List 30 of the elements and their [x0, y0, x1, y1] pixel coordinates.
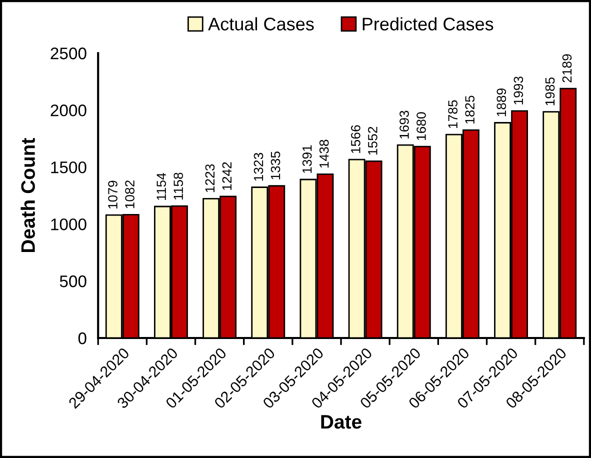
- y-tick-label: 1000: [51, 218, 86, 230]
- data-label: 1552: [368, 126, 378, 155]
- data-label: 1785: [448, 100, 458, 128]
- data-label: 1680: [416, 112, 426, 140]
- data-label: 1335: [270, 152, 280, 180]
- data-label: 1082: [125, 180, 134, 208]
- data-label: 1158: [174, 172, 184, 200]
- x-axis-title: Date: [321, 415, 362, 429]
- data-label: 1391: [302, 145, 312, 173]
- legend-label: Predicted Cases: [362, 17, 494, 30]
- data-label: 1985: [545, 77, 555, 106]
- y-tick-label: 2500: [50, 48, 86, 60]
- data-label: 1889: [496, 88, 506, 116]
- data-label: 1223: [205, 164, 215, 192]
- y-tick-label: 0: [78, 332, 86, 344]
- data-label: 1323: [254, 152, 264, 181]
- y-axis-title: Death Count: [20, 138, 35, 252]
- data-label: 1993: [514, 76, 524, 104]
- data-label: 2189: [562, 54, 572, 82]
- y-tick-label: 2000: [50, 104, 86, 116]
- data-label: 1154: [156, 172, 166, 200]
- data-label: 1242: [222, 162, 232, 190]
- legend-label: Actual Cases: [208, 17, 314, 30]
- y-tick-label: 1500: [51, 161, 86, 174]
- data-label: 1825: [465, 96, 474, 124]
- data-label: 1693: [400, 110, 409, 139]
- y-tick-label: 500: [60, 275, 86, 288]
- data-label: 1566: [350, 125, 360, 153]
- data-label: 1079: [108, 180, 118, 208]
- data-label: 1438: [319, 140, 329, 168]
